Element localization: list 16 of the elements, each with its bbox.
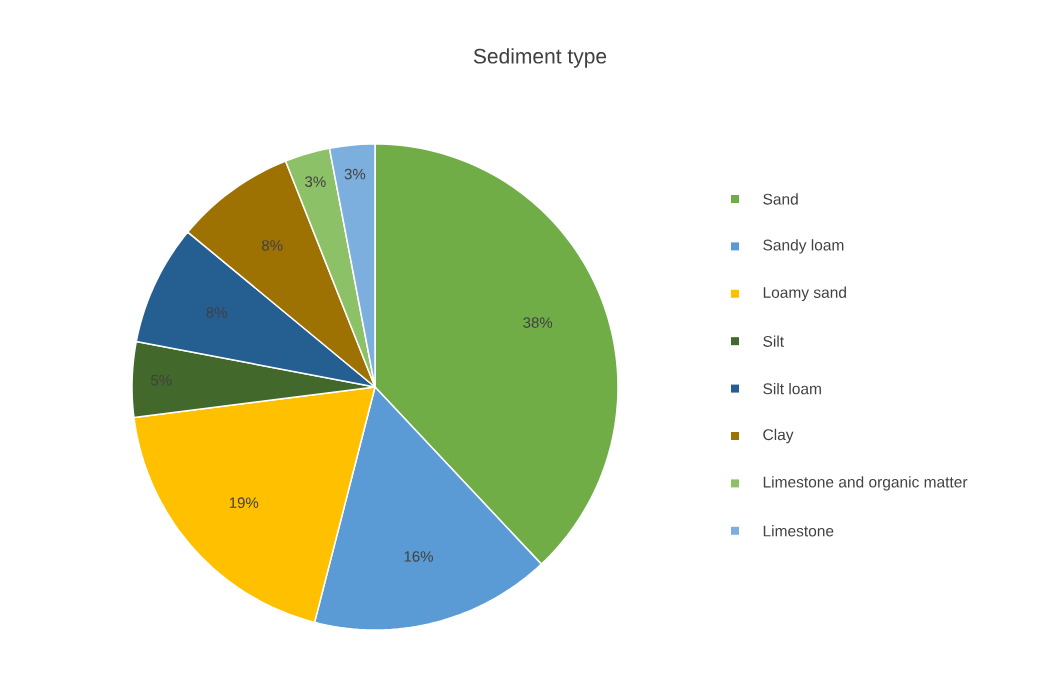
chart-title: Sediment type [473,48,607,68]
data-label: 19% [229,497,259,508]
legend-label: Silt [763,335,784,347]
data-label: 3% [344,168,366,180]
data-label: 16% [404,551,433,562]
legend-label: Sand [763,193,798,205]
legend-label: Loamy sand [763,286,846,302]
legend-label: Sandy loam [763,239,844,254]
data-label: 3% [305,176,326,187]
data-label: 8% [261,240,283,251]
legend-label: Silt loam [763,382,821,395]
legend-label: Clay [763,428,794,444]
data-label: 8% [206,307,227,318]
legend-label: Limestone [763,525,834,537]
legend-label: Limestone and organic matter [763,476,968,491]
data-label: 38% [523,317,553,328]
